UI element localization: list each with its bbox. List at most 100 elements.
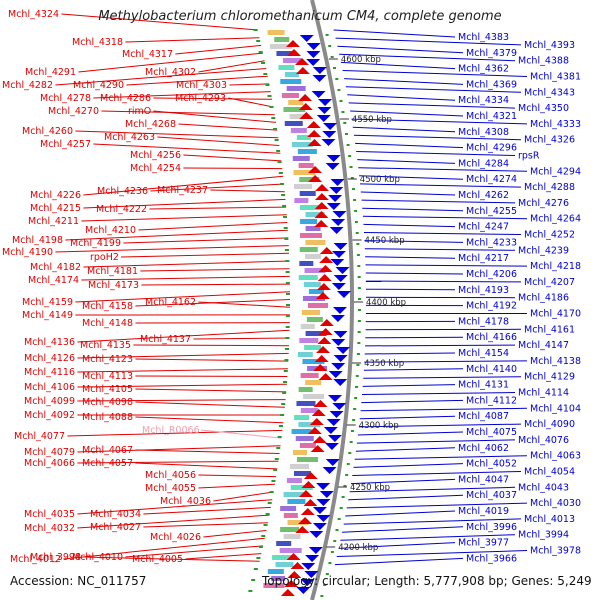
feature-block [304,268,326,273]
leader-line [67,429,283,437]
gene-label-left: Mchl_4181 [87,266,138,277]
reverse-gene-arrow [309,531,324,538]
gene-label-left: Mchl_4226 [30,190,81,201]
gene-label-left: Mchl_4026 [150,532,201,543]
leader-line [83,260,290,268]
gene-label-left: Mchl_4158 [82,301,133,312]
gene-label-right: Mchl_4369 [466,79,517,90]
leader-line [364,248,516,251]
feature-block [286,478,302,483]
leader-line [358,423,522,428]
feature-block [296,401,316,406]
gene-label-left: Mchl_4092 [24,410,75,421]
leader-line [362,207,464,212]
leader-line [101,110,275,116]
gene-label-right: Mchl_3977 [458,538,509,549]
leader-line [193,337,290,340]
reverse-gene-arrow [331,251,346,258]
leader-line [200,429,282,439]
feature-block [294,471,312,476]
feature-block [267,30,285,35]
leader-line [342,526,464,533]
leader-line [358,167,528,172]
forward-gene-arrow [315,184,330,191]
reverse-gene-arrow [300,579,315,586]
leader-line [362,392,516,395]
leader-line [203,530,267,538]
leader-line [75,291,290,303]
gene-label-left: Mchl_4067 [82,445,133,456]
gene-label-left: Mchl_4135 [80,340,131,351]
leader-line [149,206,287,210]
leader-line [338,542,456,549]
forward-gene-arrow [287,571,302,578]
reverse-gene-arrow [326,419,341,426]
leader-line [365,264,528,267]
scale-label: 4600 kbp [341,55,381,65]
leader-line [229,83,270,86]
forward-genes [280,40,334,596]
gene-label-left: Mchl_4318 [72,37,123,48]
leader-line [365,288,456,291]
forward-gene-arrow [310,445,325,452]
scale-label: 4350 kbp [364,359,404,369]
leader-line [65,229,288,241]
reverse-gene-arrow [326,203,341,210]
leader-line [353,134,522,141]
feature-block [305,240,326,245]
feature-block [300,373,319,378]
leader-line [355,447,456,452]
gene-label-right: Mchl_4178 [458,316,509,327]
reverse-gene-arrow [323,123,338,130]
reverse-gene-arrow [325,459,340,466]
reverse-gene-arrow [322,131,337,138]
reverse-gene-arrow [333,275,348,282]
leader-line [140,268,290,272]
forward-gene-arrow [313,400,328,407]
feature-block [296,135,311,140]
reverse-gene-arrow [306,59,321,66]
feature-band [263,30,328,588]
forward-gene-arrow [300,508,315,515]
leader-line [81,214,287,222]
gene-label-right: Mchl_4379 [466,48,517,59]
gene-label-right: Mchl_4114 [518,388,569,399]
forward-gene-arrow [317,274,332,281]
gene-label-right: Mchl_4308 [458,127,509,138]
leader-line [361,399,464,404]
leader-line [178,123,278,131]
feature-block [287,520,309,525]
gene-label-left: Mchl_4098 [82,397,133,408]
gene-label-right: Mchl_4321 [466,111,517,122]
gene-label-left: Mchl_4123 [82,354,133,365]
gene-label-right: Mchl_4090 [524,419,575,430]
gene-label-left: Mchl_4174 [28,275,79,286]
gene-label-right: Mchl_4140 [466,364,517,375]
gene-label-right: Mchl_4262 [458,190,509,201]
feature-block [305,212,325,217]
leader-line [77,514,270,529]
leader-line [198,301,291,308]
gene-label-right: Mchl_4062 [458,443,509,454]
reverse-gene-arrow [325,163,340,170]
leader-line [357,159,456,164]
reverse-gene-arrow [304,571,319,578]
forward-gene-arrow [319,319,334,326]
reverse-gene-arrow [316,515,331,522]
gene-label-right: Mchl_4218 [530,261,581,272]
leader-line [143,522,268,528]
gene-label-right: Mchl_4276 [518,198,569,209]
leader-line [344,78,464,85]
leader-line [361,199,516,204]
reverse-gene-arrow [336,291,351,298]
gene-label-right: Mchl_4207 [524,277,575,288]
leader-line [353,463,464,468]
leader-line [125,37,260,43]
reverse-gene-arrow [329,411,344,418]
forward-gene-arrow [303,499,318,506]
feature-block [278,65,295,70]
feature-block [286,86,306,91]
leader-line [352,126,456,133]
reverse-gene-arrow [331,219,346,226]
leader-line [342,70,528,77]
